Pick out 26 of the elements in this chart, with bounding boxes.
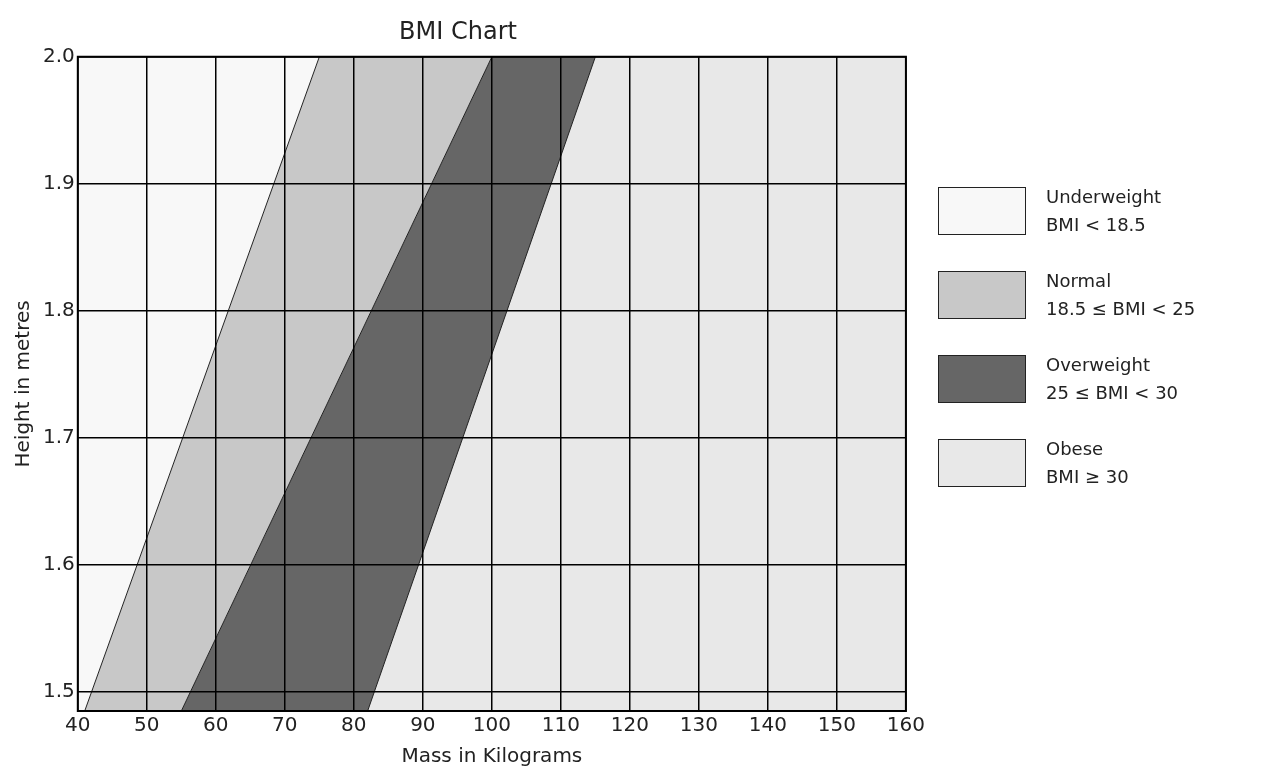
x-tick-label: 140 <box>748 712 787 737</box>
y-tick-label: 1.6 <box>42 551 75 576</box>
x-tick-label: 100 <box>472 712 511 737</box>
x-tick-label: 40 <box>65 712 91 737</box>
text: Underweight BMI < 18.5 <box>1046 185 1162 237</box>
x-tick-label: 160 <box>886 712 926 737</box>
chart-title: BMI Chart <box>399 16 517 45</box>
x-tick-label: 70 <box>272 712 298 737</box>
x-tick-label: 80 <box>341 712 367 737</box>
x-tick-label: 130 <box>679 712 718 737</box>
x-tick-label: 120 <box>610 712 649 737</box>
x-tick-label: 150 <box>817 712 856 737</box>
x-tick-label: 50 <box>134 712 160 737</box>
text: Overweight 25 ≤ BMI < 30 <box>1046 353 1179 405</box>
y-tick-label: 1.7 <box>42 424 75 449</box>
x-axis-title: Mass in Kilograms <box>401 743 583 768</box>
y-axis-title: Height in metres <box>10 300 35 468</box>
x-tick-label: 90 <box>410 712 436 737</box>
text: Obese BMI ≥ 30 <box>1046 437 1129 489</box>
y-tick-label: 1.5 <box>42 678 75 703</box>
x-tick-label: 60 <box>203 712 229 737</box>
text: Normal 18.5 ≤ BMI < 25 <box>1046 269 1196 321</box>
y-tick-label: 2.0 <box>42 43 75 67</box>
x-tick-label: 110 <box>541 712 580 737</box>
y-tick-label: 1.9 <box>42 170 75 195</box>
y-tick-label: 1.8 <box>42 297 75 322</box>
